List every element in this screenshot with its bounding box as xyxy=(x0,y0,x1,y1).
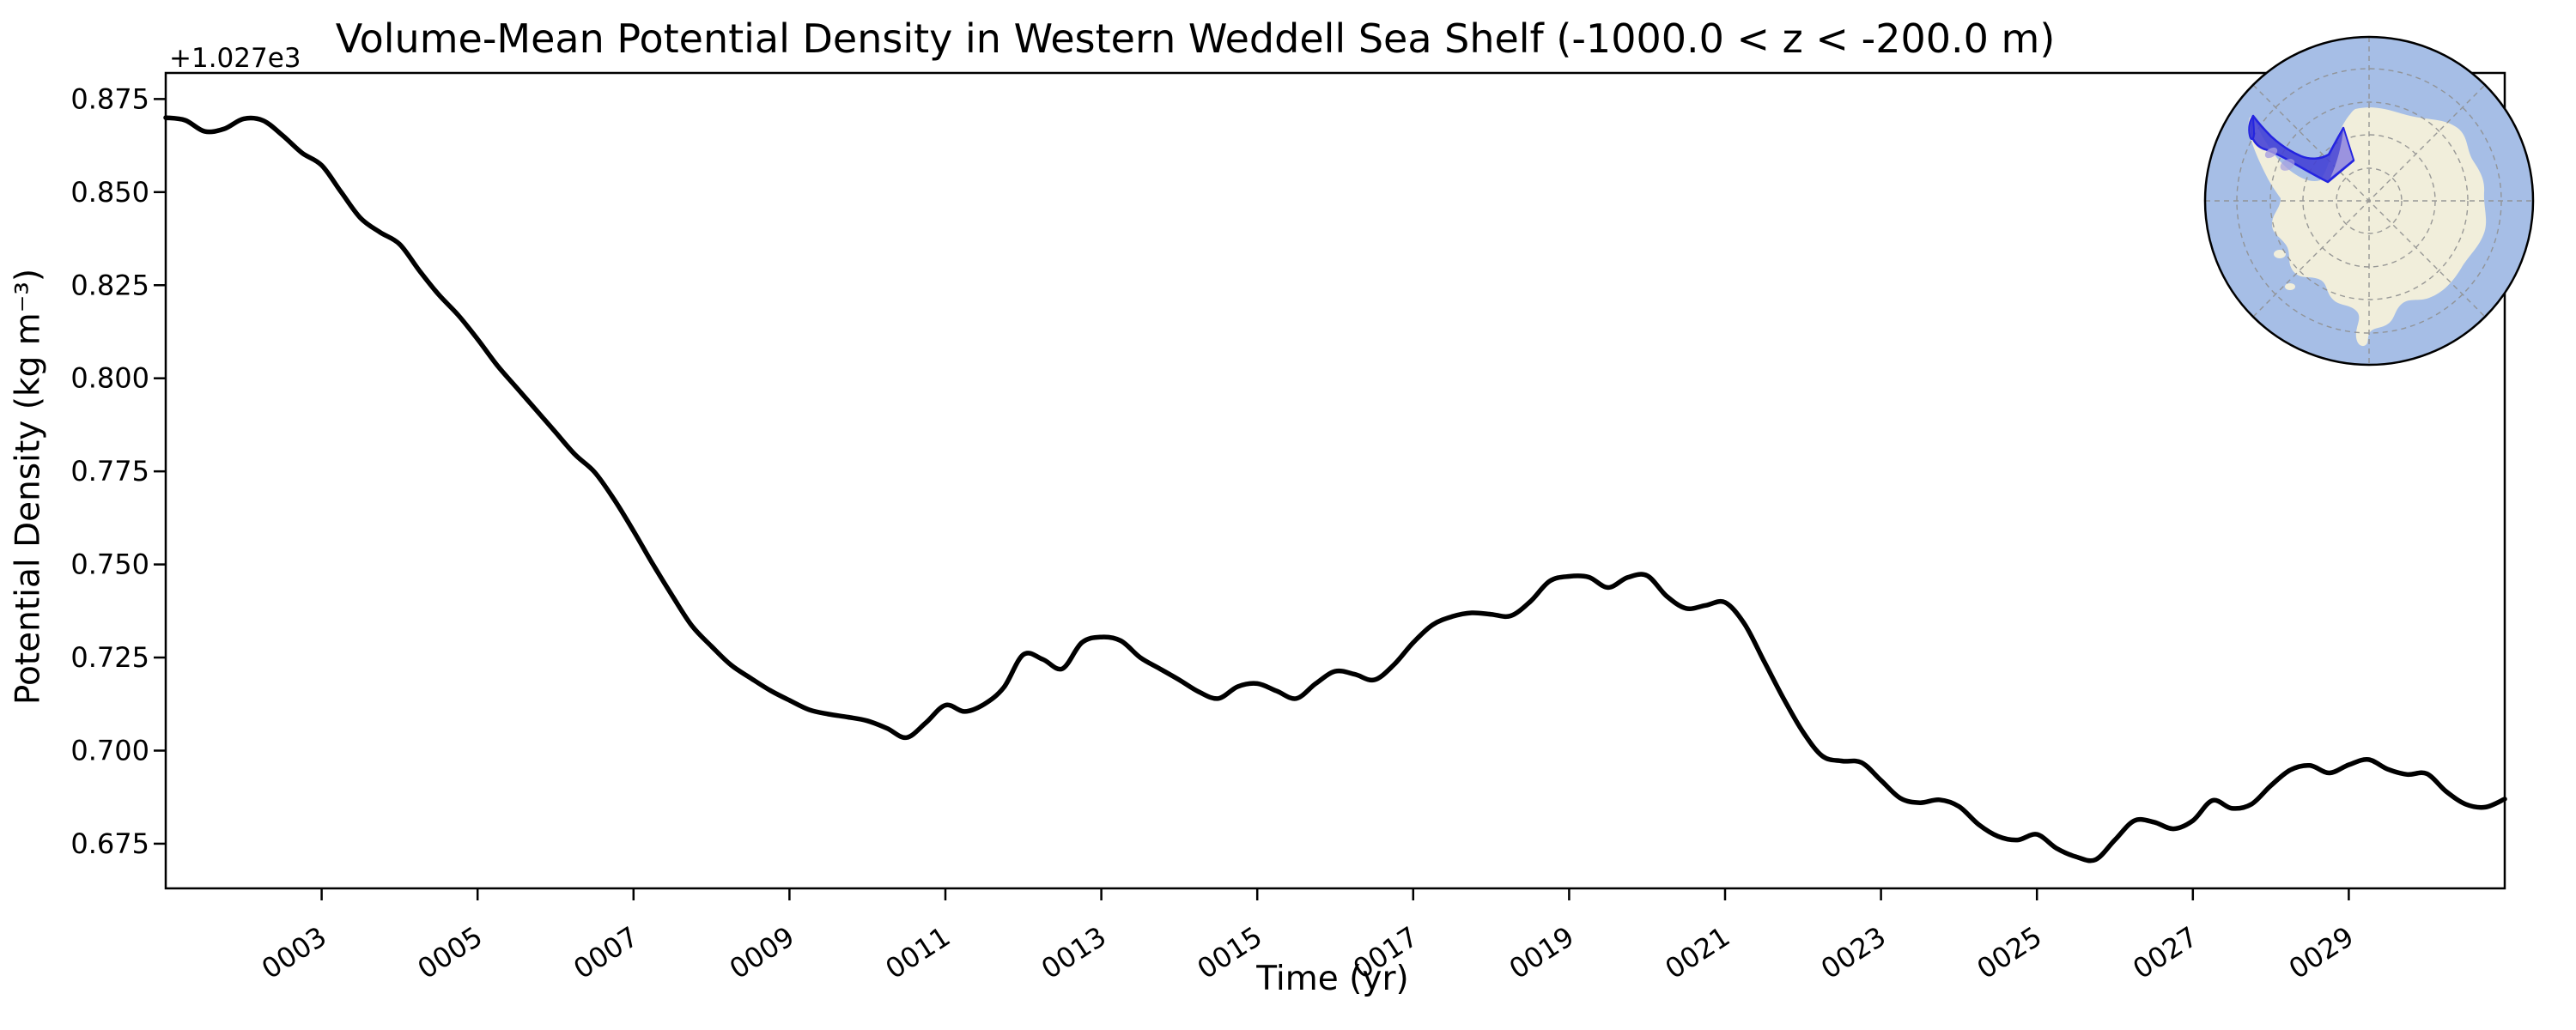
y-axis-label: Potential Density (kg m⁻³) xyxy=(9,268,48,706)
x-tick-label: 0009 xyxy=(724,920,800,985)
chart-title: Volume-Mean Potential Density in Western… xyxy=(335,15,2056,62)
x-tick-label: 0025 xyxy=(1971,920,2048,985)
density-line xyxy=(163,115,2507,863)
map-island xyxy=(2285,283,2295,290)
y-tick-label: 0.850 xyxy=(70,176,149,209)
x-axis-label: Time (yr) xyxy=(1256,960,1409,998)
y-tick-label: 0.825 xyxy=(70,269,149,301)
y-tick-label: 0.800 xyxy=(70,362,149,395)
y-tick-label: 0.750 xyxy=(70,548,149,581)
x-tick-label: 0013 xyxy=(1036,920,1112,985)
x-tick-label: 0019 xyxy=(1504,920,1580,985)
y-tick-label: 0.775 xyxy=(70,455,149,488)
map-region-weddell-shelf xyxy=(2250,114,2355,184)
y-tick-label: 0.725 xyxy=(70,641,149,674)
map-region-light-island xyxy=(2280,159,2295,171)
y-tick-label: 0.700 xyxy=(70,734,149,766)
y-tick-label: 0.875 xyxy=(70,82,149,115)
x-tick-label: 0021 xyxy=(1659,920,1735,985)
y-tick-label: 0.675 xyxy=(70,827,149,860)
x-tick-label: 0011 xyxy=(879,920,956,985)
map-island xyxy=(2274,250,2286,258)
x-tick-label: 0023 xyxy=(1815,920,1892,985)
x-tick-label: 0005 xyxy=(412,920,489,985)
map-region-shelf-light-patch xyxy=(2330,130,2353,178)
plot-border xyxy=(164,71,2506,890)
x-tick-label: 0029 xyxy=(2283,920,2360,985)
antarctica-inset-map xyxy=(2203,35,2535,367)
map-border xyxy=(2203,35,2535,367)
map-region-light-island xyxy=(2264,147,2278,159)
x-tick-label: 0003 xyxy=(256,920,332,985)
map-land-antarctica xyxy=(2248,107,2487,347)
map-graticule xyxy=(2205,37,2533,365)
y-axis-offset-label: +1.027e3 xyxy=(169,43,301,74)
map-region-weddell-hook xyxy=(2248,115,2255,140)
x-tick-label: 0007 xyxy=(568,920,644,985)
x-tick-label: 0027 xyxy=(2127,920,2203,985)
